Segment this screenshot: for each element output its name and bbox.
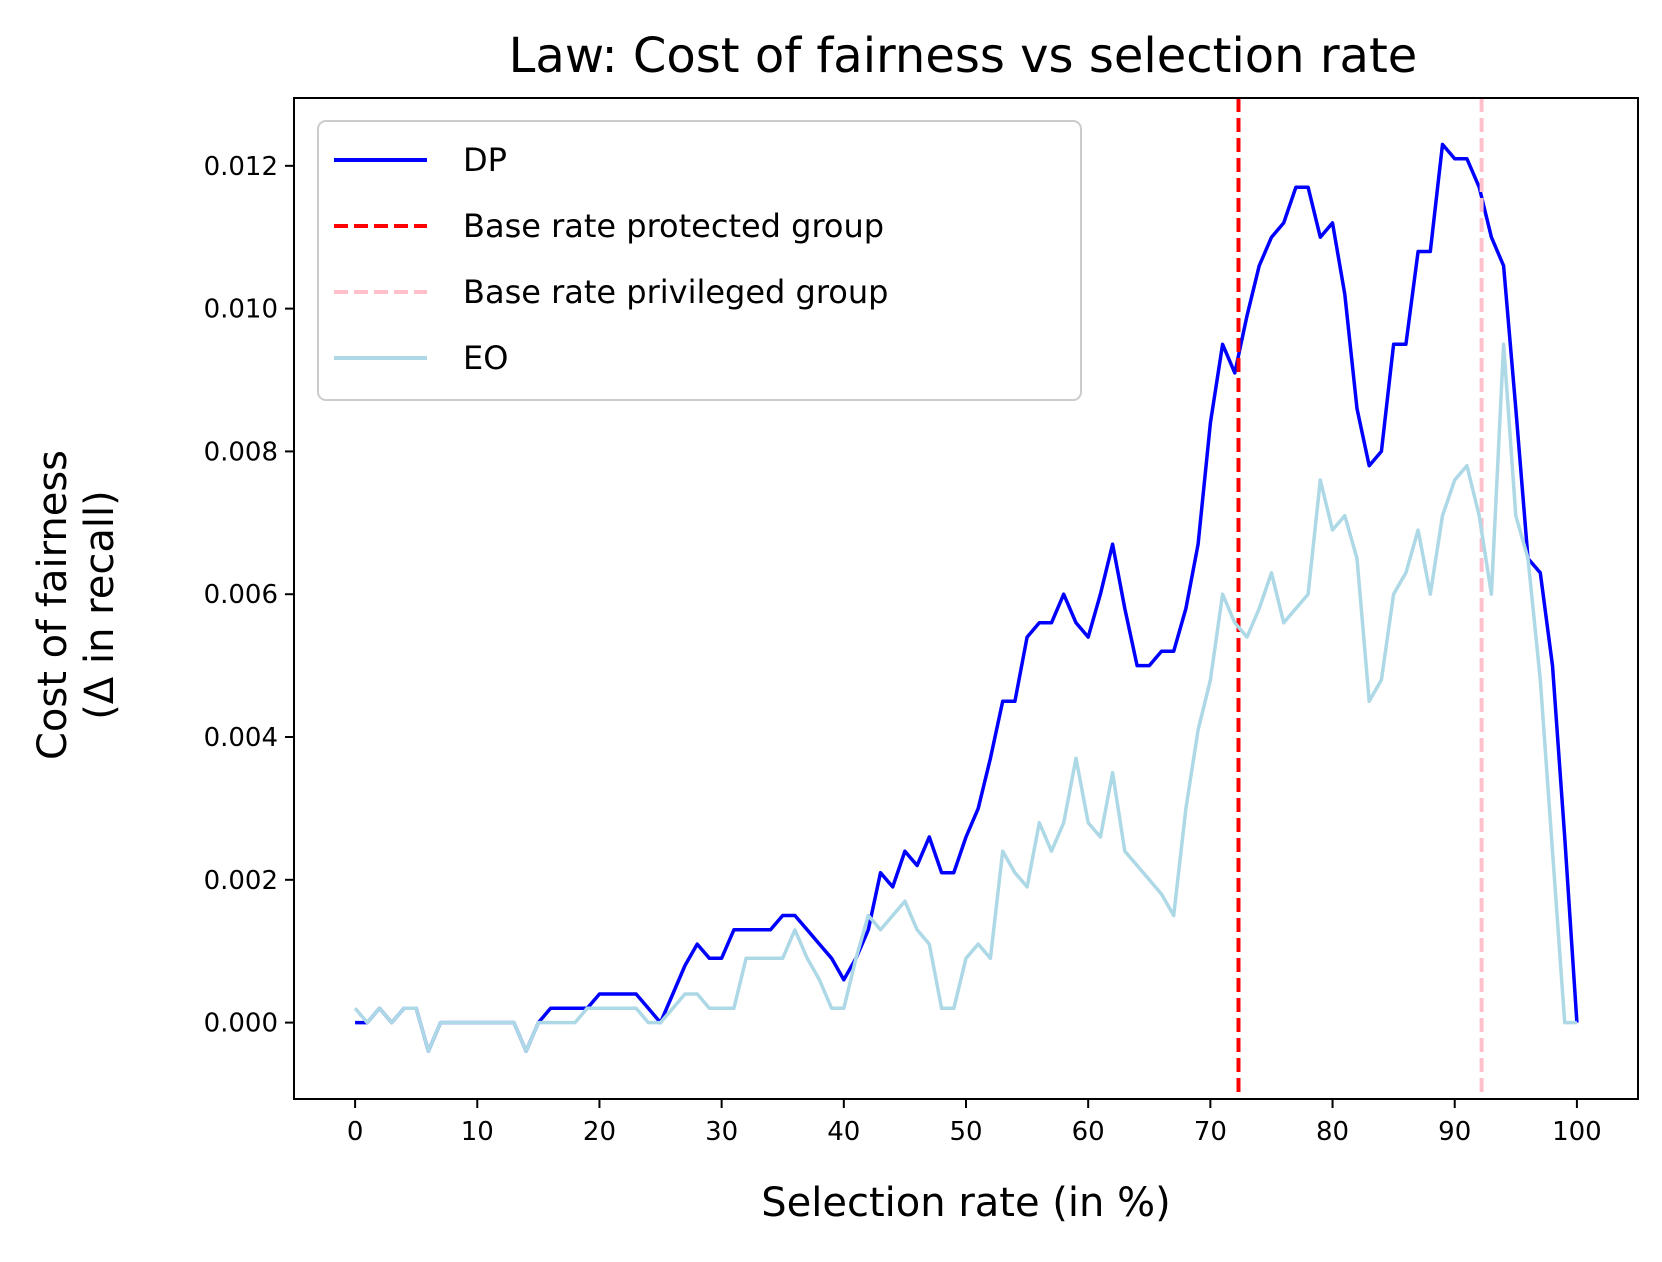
x-tick-label: 20 — [583, 1117, 616, 1147]
x-tick-label: 60 — [1072, 1117, 1105, 1147]
x-tick-label: 0 — [347, 1117, 364, 1147]
legend-label-dp: DP — [463, 141, 507, 179]
y-tick-label: 0.008 — [204, 437, 278, 467]
legend-label-eo: EO — [463, 339, 508, 377]
x-tick-label: 80 — [1316, 1117, 1349, 1147]
series-line-eo — [353, 342, 1577, 1053]
y-tick-label: 0.004 — [204, 723, 278, 753]
chart-title: Law: Cost of fairness vs selection rate — [509, 28, 1418, 84]
x-tick-label: 30 — [705, 1117, 738, 1147]
y-tick-label: 0.000 — [204, 1009, 278, 1039]
y-tick-label: 0.010 — [204, 295, 278, 325]
x-tick-label: 100 — [1552, 1117, 1602, 1147]
legend-box — [317, 120, 1082, 401]
legend: DP Base rate protected group Base rate pri… — [317, 120, 1082, 401]
legend-label-base-rate-protected-group: Base rate protected group — [463, 207, 884, 245]
y-axis: 0.000 0.002 0.004 0.006 0.008 0.010 0.012 — [204, 152, 294, 1039]
x-tick-label: 70 — [1194, 1117, 1227, 1147]
x-tick-label: 90 — [1438, 1117, 1471, 1147]
series-line-dp — [355, 142, 1579, 1053]
y-tick-label: 0.006 — [204, 580, 278, 610]
y-tick-label: 0.002 — [204, 866, 278, 896]
plot-layer — [353, 98, 1579, 1099]
y-axis-label-line2: (Δ in recall) — [77, 490, 123, 719]
y-tick-label: 0.012 — [204, 152, 278, 182]
legend-label-base-rate-privileged-group: Base rate privileged group — [463, 273, 888, 311]
y-axis-label-group: Cost of fairness (Δ in recall) — [30, 450, 123, 760]
x-tick-label: 10 — [461, 1117, 494, 1147]
y-axis-label-line1: Cost of fairness — [30, 450, 76, 760]
x-tick-label: 50 — [949, 1117, 982, 1147]
x-axis: 0 10 20 30 40 50 60 70 80 90 100 — [347, 1099, 1602, 1147]
x-tick-label: 40 — [827, 1117, 860, 1147]
x-axis-label: Selection rate (in %) — [761, 1180, 1170, 1226]
legend-items: DP Base rate protected group Base rate pri… — [334, 141, 888, 377]
